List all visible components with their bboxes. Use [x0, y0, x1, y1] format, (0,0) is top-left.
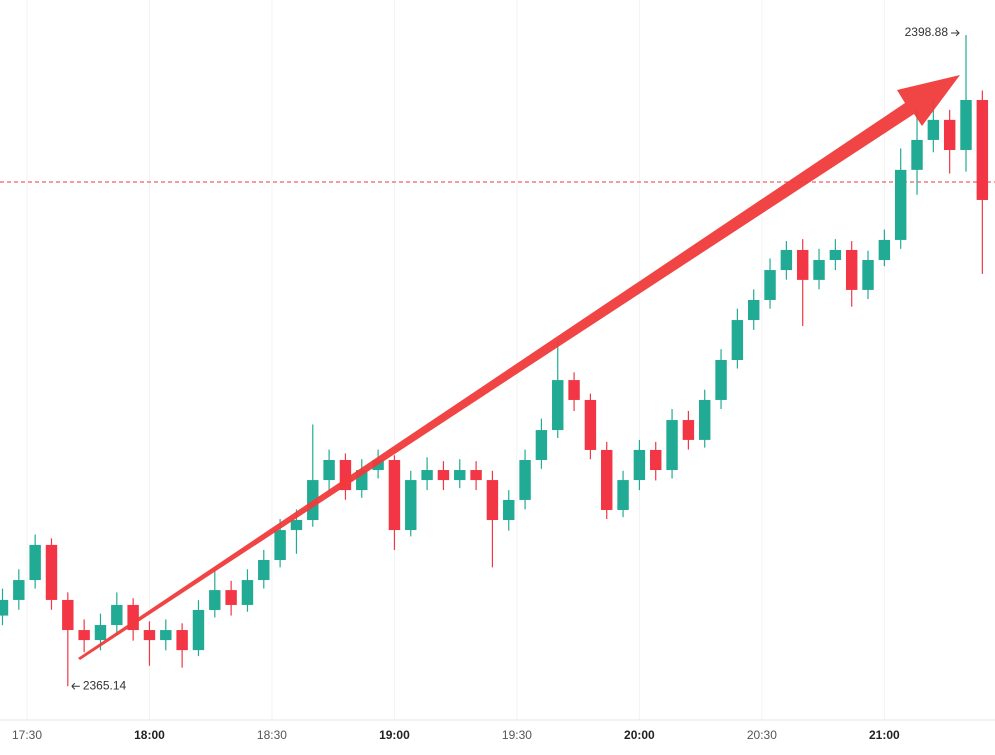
- candle-body: [503, 499, 515, 521]
- low-pointer: [71, 682, 80, 690]
- candle-body: [0, 599, 9, 616]
- candle-body: [584, 399, 597, 450]
- candle-body: [78, 630, 90, 641]
- annotations: 2398.88 2365.14: [71, 25, 960, 692]
- high-pointer: [951, 29, 960, 37]
- candle-body: [878, 239, 891, 261]
- candle-body: [552, 380, 564, 431]
- candle-body: [372, 459, 384, 471]
- candle-body: [339, 459, 352, 491]
- candle-body: [845, 249, 858, 290]
- candle-body: [813, 260, 825, 280]
- candle-body: [927, 119, 940, 140]
- candle-body: [274, 530, 286, 560]
- grid: [0, 0, 995, 720]
- trend-arrow: [78, 75, 960, 660]
- candle-body: [535, 430, 548, 460]
- candle-body: [486, 480, 499, 521]
- candle-body: [911, 139, 923, 170]
- candle-body: [617, 480, 629, 510]
- candle-body: [94, 625, 107, 641]
- x-tick-label: 20:00: [624, 728, 655, 742]
- candle-body: [519, 459, 531, 500]
- candle-body: [650, 449, 662, 471]
- candle-body: [388, 459, 401, 531]
- candle-body: [601, 449, 613, 510]
- candle-body: [192, 609, 205, 651]
- candle-body: [176, 630, 188, 651]
- candle-body: [160, 630, 172, 641]
- x-tick-label: 17:30: [12, 728, 42, 742]
- candle-body: [143, 630, 156, 641]
- candle-body: [13, 580, 25, 600]
- candle-body: [894, 169, 907, 240]
- candle-body: [960, 99, 972, 150]
- candle-body: [731, 320, 744, 360]
- candle-body: [699, 399, 711, 440]
- candle-body: [470, 470, 482, 481]
- candle-body: [682, 420, 695, 440]
- candle-body: [796, 249, 809, 280]
- candle-body: [454, 470, 466, 481]
- candle-body: [323, 459, 335, 481]
- x-tick-label: 21:00: [869, 728, 900, 742]
- candle-body: [976, 99, 989, 200]
- x-tick-label: 19:00: [379, 728, 410, 742]
- candle-body: [568, 380, 580, 400]
- candle-body: [421, 470, 433, 481]
- candle-body: [356, 470, 368, 491]
- candles: [0, 34, 989, 687]
- candle-body: [225, 590, 237, 605]
- candle-body: [715, 360, 727, 400]
- candle-body: [405, 480, 417, 531]
- candle-body: [780, 249, 793, 271]
- candle-body: [862, 260, 874, 290]
- x-tick-label: 18:00: [134, 728, 165, 742]
- x-tick-label: 20:30: [747, 728, 777, 742]
- candle-body: [29, 544, 41, 581]
- candle-body: [209, 590, 221, 610]
- x-axis: 17:30 18:00 18:30 19:00 19:30 20:00 20:30 21:00: [0, 719, 995, 742]
- candle-body: [943, 119, 956, 150]
- high-label: 2398.88: [905, 25, 949, 39]
- candle-body: [764, 270, 776, 300]
- candle-body: [829, 249, 842, 261]
- low-label: 2365.14: [83, 678, 127, 692]
- candle-body: [45, 544, 58, 600]
- candle-body: [307, 480, 319, 521]
- candle-body: [666, 420, 678, 471]
- candle-body: [747, 299, 760, 321]
- x-tick-label: 18:30: [257, 728, 287, 742]
- candle-body: [633, 449, 646, 481]
- candle-body: [437, 470, 450, 481]
- candle-body: [290, 520, 303, 531]
- candle-body: [62, 599, 74, 631]
- candle-body: [241, 580, 254, 605]
- candle-body: [127, 604, 139, 631]
- x-tick-label: 19:30: [502, 728, 532, 742]
- candle-body: [111, 604, 123, 626]
- candle-body: [258, 559, 270, 581]
